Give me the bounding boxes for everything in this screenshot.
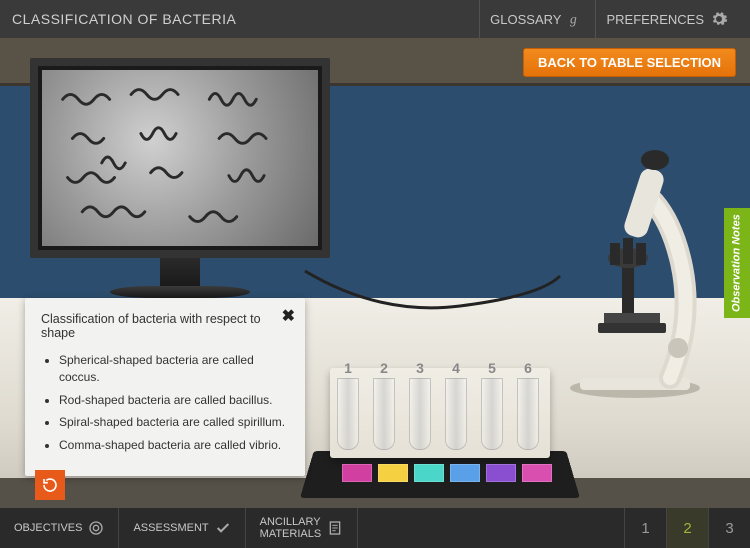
- test-tube-6[interactable]: 6: [514, 362, 542, 450]
- list-item: Comma-shaped bacteria are called vibrio.: [59, 437, 289, 454]
- test-tube-rack-area: 1 2 3 4 5 6: [310, 318, 570, 498]
- slide-1[interactable]: [342, 464, 372, 482]
- objectives-button[interactable]: OBJECTIVES: [0, 508, 119, 548]
- ancillary-label-1: ANCILLARY: [260, 516, 322, 528]
- svg-text:g: g: [570, 12, 577, 27]
- observation-notes-tab[interactable]: Observation Notes: [724, 208, 750, 318]
- bottom-nav: OBJECTIVES ASSESSMENT ANCILLARY MATERIAL…: [0, 508, 750, 548]
- tube-number: 3: [406, 360, 434, 376]
- glossary-button[interactable]: GLOSSARY g: [479, 0, 595, 38]
- observation-tab-label: Observation Notes: [730, 214, 743, 312]
- bacteria-image: [42, 70, 318, 246]
- assessment-button[interactable]: ASSESSMENT: [119, 508, 245, 548]
- top-bar: CLASSIFICATION OF BACTERIA GLOSSARY g PR…: [0, 0, 750, 38]
- test-tube-1[interactable]: 1: [334, 362, 362, 450]
- gear-icon: [710, 10, 728, 28]
- monitor: [30, 58, 330, 273]
- monitor-stand: [160, 258, 200, 286]
- tube-number: 5: [478, 360, 506, 376]
- tube-number: 6: [514, 360, 542, 376]
- reset-icon: [41, 476, 59, 494]
- monitor-base: [110, 286, 250, 298]
- info-card-title: Classification of bacteria with respect …: [41, 312, 289, 340]
- page-title: CLASSIFICATION OF BACTERIA: [12, 11, 479, 27]
- back-to-table-button[interactable]: BACK TO TABLE SELECTION: [523, 48, 736, 77]
- objectives-label: OBJECTIVES: [14, 522, 82, 534]
- test-tubes: 1 2 3 4 5 6: [334, 362, 542, 450]
- test-tube-4[interactable]: 4: [442, 362, 470, 450]
- ancillary-materials-button[interactable]: ANCILLARY MATERIALS: [246, 508, 359, 548]
- list-item: Spiral-shaped bacteria are called spiril…: [59, 414, 289, 431]
- preferences-button[interactable]: PREFERENCES: [595, 0, 738, 38]
- tube-number: 4: [442, 360, 470, 376]
- slide-3[interactable]: [414, 464, 444, 482]
- list-item: Spherical-shaped bacteria are called coc…: [59, 352, 289, 386]
- info-card-list: Spherical-shaped bacteria are called coc…: [41, 352, 289, 454]
- slide-strip: [342, 464, 552, 482]
- close-icon[interactable]: ✖: [282, 306, 295, 326]
- slide-6[interactable]: [522, 464, 552, 482]
- reset-button[interactable]: [35, 470, 65, 500]
- glossary-icon: g: [567, 10, 585, 28]
- ancillary-label-2: MATERIALS: [260, 528, 322, 540]
- assessment-label: ASSESSMENT: [133, 522, 208, 534]
- monitor-screen[interactable]: [42, 70, 318, 246]
- target-icon: [88, 520, 104, 536]
- microscope[interactable]: [560, 138, 710, 398]
- back-button-label: BACK TO TABLE SELECTION: [538, 55, 721, 70]
- preferences-label: PREFERENCES: [606, 12, 704, 27]
- tube-number: 1: [334, 360, 362, 376]
- list-item: Rod-shaped bacteria are called bacillus.: [59, 392, 289, 409]
- lab-scene: BACK TO TABLE SELECTION Observation Note…: [0, 38, 750, 508]
- slide-4[interactable]: [450, 464, 480, 482]
- test-tube-2[interactable]: 2: [370, 362, 398, 450]
- test-tube-3[interactable]: 3: [406, 362, 434, 450]
- glossary-label: GLOSSARY: [490, 12, 561, 27]
- info-card: ✖ Classification of bacteria with respec…: [25, 298, 305, 476]
- check-icon: [215, 520, 231, 536]
- monitor-cable: [300, 266, 560, 326]
- monitor-bezel: [30, 58, 330, 258]
- slide-5[interactable]: [486, 464, 516, 482]
- slide-2[interactable]: [378, 464, 408, 482]
- page-2-button[interactable]: 2: [666, 508, 708, 548]
- tube-number: 2: [370, 360, 398, 376]
- page-1-button[interactable]: 1: [624, 508, 666, 548]
- document-icon: [327, 520, 343, 536]
- nav-spacer: [358, 508, 624, 548]
- test-tube-5[interactable]: 5: [478, 362, 506, 450]
- page-3-button[interactable]: 3: [708, 508, 750, 548]
